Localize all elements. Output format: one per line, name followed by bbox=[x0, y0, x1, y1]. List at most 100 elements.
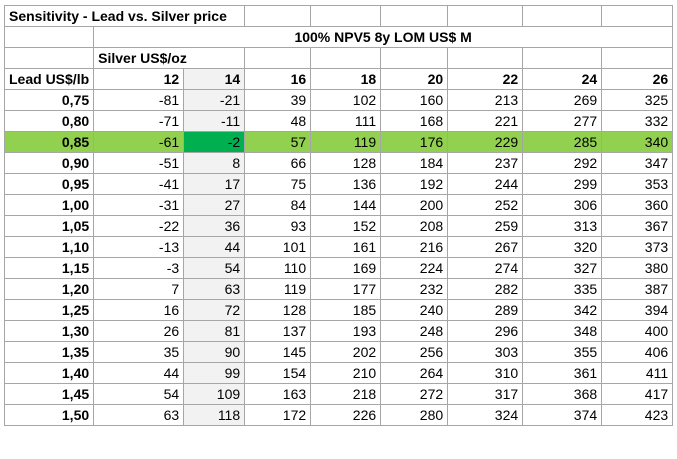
npv-value-cell[interactable]: 54 bbox=[93, 383, 185, 405]
npv-value-cell[interactable]: 256 bbox=[380, 341, 449, 363]
npv-value-cell[interactable]: 48 bbox=[244, 110, 312, 132]
npv-value-cell[interactable]: 411 bbox=[601, 362, 674, 384]
npv-value-cell[interactable]: -81 bbox=[93, 89, 185, 111]
npv-value-cell[interactable]: 119 bbox=[244, 278, 312, 300]
npv-value-cell[interactable]: 340 bbox=[601, 131, 674, 153]
npv-value-cell[interactable]: 208 bbox=[380, 215, 449, 237]
empty-cell[interactable] bbox=[601, 5, 674, 27]
npv-value-cell[interactable]: 63 bbox=[93, 404, 185, 426]
npv-value-cell[interactable]: 277 bbox=[522, 110, 603, 132]
npv-value-cell[interactable]: -2 bbox=[183, 131, 246, 153]
npv-value-cell[interactable]: 27 bbox=[183, 194, 246, 216]
npv-value-cell[interactable]: 282 bbox=[447, 278, 524, 300]
npv-value-cell[interactable]: 210 bbox=[310, 362, 382, 384]
lead-price-cell[interactable]: 1,00 bbox=[3, 194, 95, 216]
npv-value-cell[interactable]: 144 bbox=[310, 194, 382, 216]
silver-price-header[interactable]: 12 bbox=[93, 68, 185, 90]
npv-value-cell[interactable]: 39 bbox=[244, 89, 312, 111]
npv-value-cell[interactable]: 332 bbox=[601, 110, 674, 132]
lead-price-cell[interactable]: 1,05 bbox=[3, 215, 95, 237]
npv-value-cell[interactable]: 226 bbox=[310, 404, 382, 426]
npv-value-cell[interactable]: 325 bbox=[601, 89, 674, 111]
npv-value-cell[interactable]: 16 bbox=[93, 299, 185, 321]
lead-axis-label[interactable]: Lead US$/lb bbox=[3, 68, 95, 90]
npv-value-cell[interactable]: 224 bbox=[380, 257, 449, 279]
npv-value-cell[interactable]: 306 bbox=[522, 194, 603, 216]
npv-value-cell[interactable]: -61 bbox=[93, 131, 185, 153]
npv-value-cell[interactable]: 110 bbox=[244, 257, 312, 279]
npv-value-cell[interactable]: 35 bbox=[93, 341, 185, 363]
silver-price-header[interactable]: 14 bbox=[183, 68, 246, 90]
empty-cell[interactable] bbox=[310, 5, 382, 27]
npv-value-cell[interactable]: 101 bbox=[244, 236, 312, 258]
npv-value-cell[interactable]: 102 bbox=[310, 89, 382, 111]
npv-value-cell[interactable]: 400 bbox=[601, 320, 674, 342]
npv-value-cell[interactable]: 216 bbox=[380, 236, 449, 258]
silver-price-header[interactable]: 26 bbox=[601, 68, 674, 90]
npv-value-cell[interactable]: 274 bbox=[447, 257, 524, 279]
npv-value-cell[interactable]: 387 bbox=[601, 278, 674, 300]
npv-value-cell[interactable]: 259 bbox=[447, 215, 524, 237]
npv-value-cell[interactable]: 248 bbox=[380, 320, 449, 342]
npv-value-cell[interactable]: 360 bbox=[601, 194, 674, 216]
npv-value-cell[interactable]: 172 bbox=[244, 404, 312, 426]
npv-value-cell[interactable]: 169 bbox=[310, 257, 382, 279]
npv-value-cell[interactable]: 193 bbox=[310, 320, 382, 342]
npv-value-cell[interactable]: 63 bbox=[183, 278, 246, 300]
lead-price-cell[interactable]: 1,25 bbox=[3, 299, 95, 321]
lead-price-cell[interactable]: 1,40 bbox=[3, 362, 95, 384]
lead-price-cell[interactable]: 0,75 bbox=[3, 89, 95, 111]
npv-value-cell[interactable]: 374 bbox=[522, 404, 603, 426]
npv-value-cell[interactable]: 137 bbox=[244, 320, 312, 342]
npv-value-cell[interactable]: -11 bbox=[183, 110, 246, 132]
npv-value-cell[interactable]: -3 bbox=[93, 257, 185, 279]
silver-price-header[interactable]: 22 bbox=[447, 68, 524, 90]
empty-cell[interactable] bbox=[380, 47, 449, 69]
empty-cell[interactable] bbox=[522, 47, 603, 69]
npv-value-cell[interactable]: 128 bbox=[244, 299, 312, 321]
npv-value-cell[interactable]: 185 bbox=[310, 299, 382, 321]
npv-value-cell[interactable]: -71 bbox=[93, 110, 185, 132]
silver-price-header[interactable]: 24 bbox=[522, 68, 603, 90]
npv-value-cell[interactable]: 244 bbox=[447, 173, 524, 195]
silver-axis-label[interactable]: Silver US$/oz bbox=[93, 47, 246, 69]
npv-value-cell[interactable]: 353 bbox=[601, 173, 674, 195]
npv-value-cell[interactable]: 361 bbox=[522, 362, 603, 384]
npv-value-cell[interactable]: 299 bbox=[522, 173, 603, 195]
npv-value-cell[interactable]: -51 bbox=[93, 152, 185, 174]
npv-value-cell[interactable]: 200 bbox=[380, 194, 449, 216]
empty-cell[interactable] bbox=[244, 47, 312, 69]
npv-value-cell[interactable]: 237 bbox=[447, 152, 524, 174]
npv-value-cell[interactable]: 324 bbox=[447, 404, 524, 426]
npv-value-cell[interactable]: 221 bbox=[447, 110, 524, 132]
lead-price-cell[interactable]: 1,15 bbox=[3, 257, 95, 279]
npv-value-cell[interactable]: 348 bbox=[522, 320, 603, 342]
npv-value-cell[interactable]: 355 bbox=[522, 341, 603, 363]
empty-cell[interactable] bbox=[447, 5, 524, 27]
empty-cell[interactable] bbox=[3, 47, 95, 69]
npv-value-cell[interactable]: 145 bbox=[244, 341, 312, 363]
npv-value-cell[interactable]: 317 bbox=[447, 383, 524, 405]
npv-value-cell[interactable]: 109 bbox=[183, 383, 246, 405]
npv-value-cell[interactable]: 367 bbox=[601, 215, 674, 237]
npv-value-cell[interactable]: 342 bbox=[522, 299, 603, 321]
lead-price-cell[interactable]: 0,90 bbox=[3, 152, 95, 174]
lead-price-cell[interactable]: 1,45 bbox=[3, 383, 95, 405]
npv-value-cell[interactable]: 44 bbox=[183, 236, 246, 258]
npv-value-cell[interactable]: 272 bbox=[380, 383, 449, 405]
npv-value-cell[interactable]: 347 bbox=[601, 152, 674, 174]
npv-value-cell[interactable]: 72 bbox=[183, 299, 246, 321]
npv-value-cell[interactable]: 81 bbox=[183, 320, 246, 342]
lead-price-cell[interactable]: 1,20 bbox=[3, 278, 95, 300]
npv-value-cell[interactable]: 202 bbox=[310, 341, 382, 363]
npv-value-cell[interactable]: 264 bbox=[380, 362, 449, 384]
npv-value-cell[interactable]: 136 bbox=[310, 173, 382, 195]
npv-value-cell[interactable]: 119 bbox=[310, 131, 382, 153]
npv-value-cell[interactable]: 118 bbox=[183, 404, 246, 426]
npv-value-cell[interactable]: 176 bbox=[380, 131, 449, 153]
npv-value-cell[interactable]: 26 bbox=[93, 320, 185, 342]
npv-value-cell[interactable]: 320 bbox=[522, 236, 603, 258]
npv-value-cell[interactable]: 54 bbox=[183, 257, 246, 279]
npv-value-cell[interactable]: 184 bbox=[380, 152, 449, 174]
npv-value-cell[interactable]: 296 bbox=[447, 320, 524, 342]
